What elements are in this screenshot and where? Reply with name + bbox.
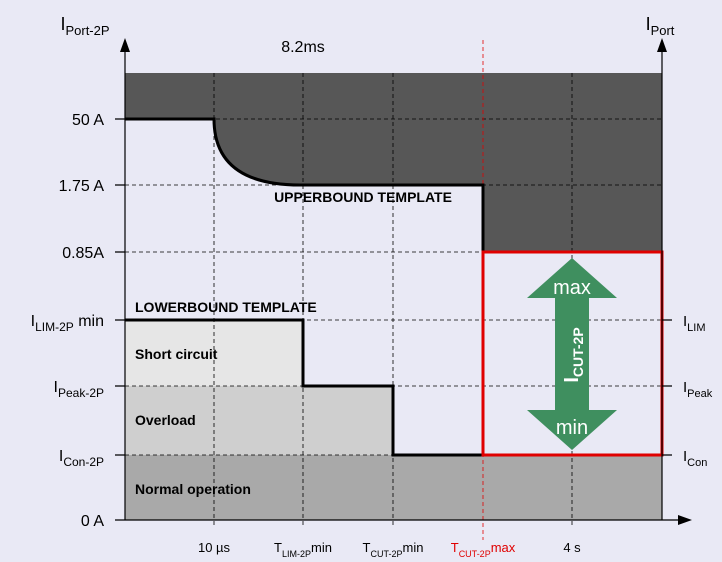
label-sub: Con-2P <box>63 455 104 469</box>
label-main: I <box>683 448 687 465</box>
overload-region <box>125 386 393 455</box>
grid <box>125 40 662 540</box>
label-sub: Peak <box>687 388 713 400</box>
lowerbound-line <box>125 318 483 457</box>
label-sub: Peak-2P <box>58 386 104 400</box>
left-level-label: 0.85A <box>62 245 104 262</box>
label-main: I <box>561 377 583 383</box>
label-suffix: max <box>491 540 516 555</box>
label-sub: CUT-2P <box>459 549 491 559</box>
y2-axis-label: IPort <box>646 14 675 38</box>
time-label: 4 s <box>563 540 581 555</box>
time-label: TCUT-2Pmin <box>363 540 424 559</box>
axes <box>115 50 680 521</box>
label-sub: LIM-2P <box>35 320 74 334</box>
left-level-label: ICon-2P <box>59 448 104 469</box>
right-level-label: IPeak <box>683 379 713 400</box>
label-main: T <box>274 540 282 555</box>
label-main: 0 A <box>81 513 104 530</box>
overload-label: Overload <box>135 412 196 428</box>
label-main: I <box>59 448 63 465</box>
normal-region <box>125 455 662 520</box>
arrow-max: max <box>553 277 591 299</box>
arrow-label: ICUT-2P <box>561 327 586 382</box>
label-main: T <box>451 540 459 555</box>
lower-label: LOWERBOUND TEMPLATE <box>135 299 317 315</box>
label-main: I <box>60 14 65 34</box>
y-axis-label: IPort-2P <box>60 14 109 38</box>
left-level-label: 1.75 A <box>59 178 105 195</box>
label-sub: Port-2P <box>65 23 109 38</box>
right-level-label: ICon <box>683 448 707 469</box>
top-note: 8.2ms <box>281 39 325 56</box>
right-level-label: ILIM <box>683 313 706 334</box>
left-level-label: ILIM-2P min <box>31 313 104 334</box>
label-main: 10 µs <box>198 540 231 555</box>
v-grid <box>213 73 573 528</box>
upperbound-line <box>125 117 662 254</box>
time-label: 10 µs <box>198 540 231 555</box>
label-main: 1.75 A <box>59 178 105 195</box>
label-main: 4 s <box>563 540 581 555</box>
label-suffix: min <box>311 540 332 555</box>
label-sub: LIM <box>687 322 705 334</box>
label-main: I <box>683 379 687 396</box>
label-sub: CUT-2P <box>570 327 586 377</box>
label-main: I <box>54 379 58 396</box>
left-level-label: 0 A <box>81 513 104 530</box>
arrow-min: min <box>556 417 588 439</box>
label-sub: LIM-2P <box>282 549 311 559</box>
upper-region <box>125 73 662 252</box>
label-suffix: min <box>403 540 424 555</box>
label-main: I <box>683 313 687 330</box>
upper-label: UPPERBOUND TEMPLATE <box>274 189 452 205</box>
ticks <box>115 118 672 521</box>
time-label: TLIM-2Pmin <box>274 540 332 559</box>
label-sub: Con <box>687 457 707 469</box>
label-main: 0.85A <box>62 245 104 262</box>
left-level-label: IPeak-2P <box>54 379 104 400</box>
normal-label: Normal operation <box>135 481 251 497</box>
label-sub: Port <box>651 23 675 38</box>
left-level-label: 50 A <box>72 112 104 129</box>
label-sub: CUT-2P <box>370 549 402 559</box>
label-main: I <box>31 313 35 330</box>
time-label: TCUT-2Pmax <box>451 540 516 559</box>
label-main: I <box>646 14 651 34</box>
cut-arrow <box>527 258 617 450</box>
label-suffix: min <box>74 313 104 330</box>
label-main: T <box>363 540 371 555</box>
short-label: Short circuit <box>135 346 218 362</box>
label-main: 50 A <box>72 112 104 129</box>
